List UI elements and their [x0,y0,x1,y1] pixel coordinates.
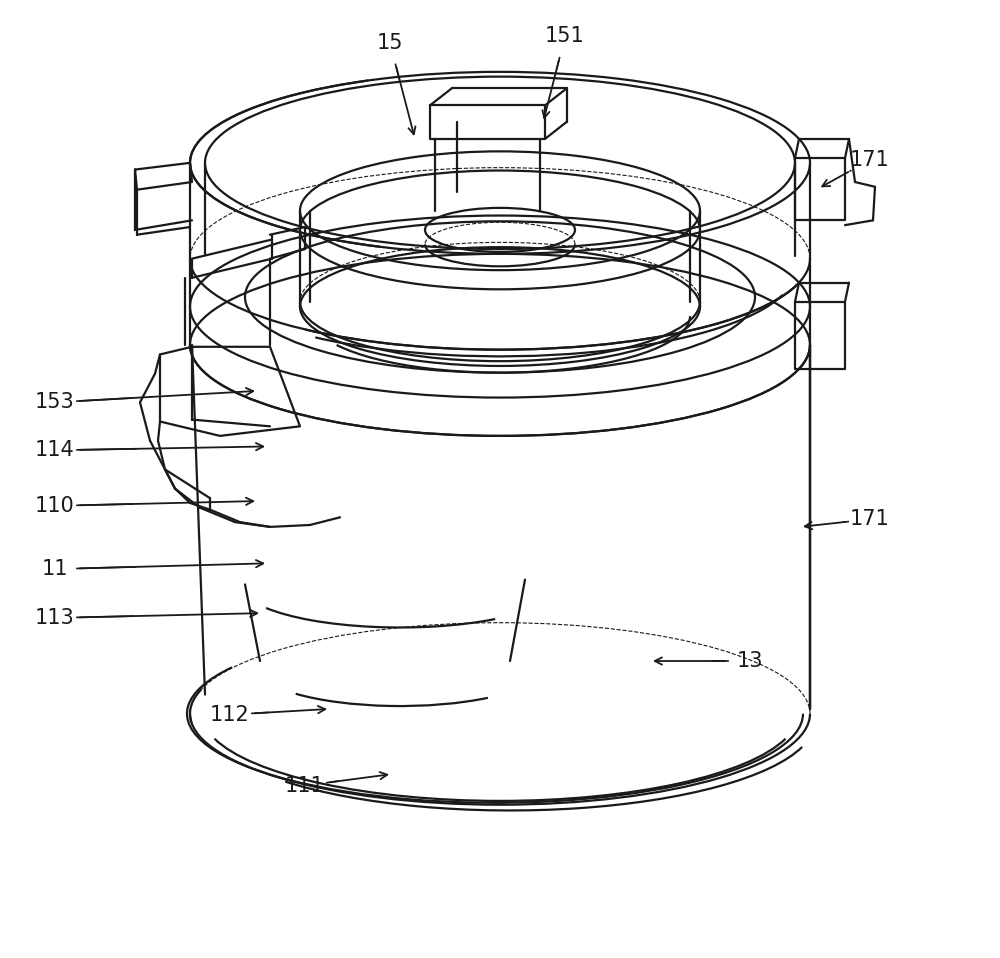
Text: 171: 171 [850,150,890,170]
Text: 113: 113 [35,608,75,627]
Text: 151: 151 [545,27,585,46]
Text: 111: 111 [285,776,325,795]
Text: 112: 112 [210,705,250,724]
Text: 13: 13 [737,651,763,671]
Text: 11: 11 [42,559,68,579]
Text: 153: 153 [35,393,75,412]
Text: 171: 171 [850,510,890,529]
Text: 110: 110 [35,496,75,515]
Text: 15: 15 [377,34,403,53]
Text: 114: 114 [35,441,75,460]
